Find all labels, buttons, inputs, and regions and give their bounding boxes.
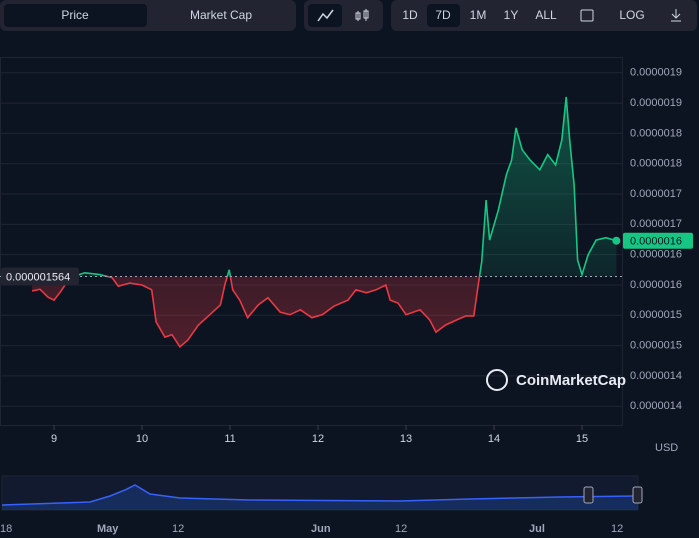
navigator-line (1, 484, 639, 506)
calendar-icon[interactable] (580, 9, 594, 22)
x-tick-label: 14 (488, 433, 500, 445)
y-tick-label: 0.0000015 (630, 339, 682, 351)
range-button[interactable]: ALL (535, 8, 557, 22)
last-point (612, 236, 621, 245)
navigator-label: 12 (172, 523, 184, 535)
navigator-label: Jun (311, 523, 331, 535)
line-icon (317, 9, 334, 22)
watermark-logo (486, 369, 508, 391)
x-tick-label: 12 (312, 433, 324, 445)
price-tag-label: 0.0000016 (630, 236, 682, 248)
y-tick-label: 0.0000014 (630, 370, 682, 382)
x-tick-label: 10 (136, 433, 148, 445)
range-button[interactable]: 1D (402, 8, 418, 22)
baseline-tag (1, 267, 79, 286)
plot-frame (0, 57, 623, 426)
area-below (32, 276, 480, 347)
x-tick-label: 9 (51, 433, 57, 445)
navigator-label: Jul (529, 523, 545, 535)
y-tick-label: 0.0000019 (630, 67, 682, 79)
x-tick-label: 11 (224, 433, 235, 445)
y-tick-label: 0.0000015 (630, 309, 682, 321)
baseline-label: 0.000001564 (6, 271, 70, 283)
tab-active[interactable] (4, 4, 147, 27)
tab[interactable]: Market Cap (190, 8, 252, 22)
navigator-handle[interactable] (632, 486, 643, 504)
navigator-label: 18 (0, 523, 12, 535)
candle-icon[interactable] (355, 9, 369, 21)
y-tick-label: 0.0000017 (630, 218, 682, 230)
y-tick-label: 0.0000016 (630, 279, 682, 291)
navigator-handle[interactable] (583, 486, 594, 504)
range-button[interactable]: 1Y (504, 8, 519, 22)
tab[interactable]: Price (61, 8, 89, 22)
range-group (391, 0, 697, 31)
line-below (31, 276, 583, 348)
range-button[interactable]: 1M (470, 8, 487, 22)
download-icon[interactable] (671, 9, 681, 22)
navigator-label: 12 (395, 523, 407, 535)
navigator-area (2, 485, 638, 510)
y-tick-label: 0.0000018 (630, 127, 682, 139)
log-button[interactable]: LOG (619, 8, 644, 22)
y-tick-label: 0.0000014 (630, 400, 682, 412)
x-tick-label: 15 (576, 433, 588, 445)
area-above (32, 97, 617, 277)
navigator-label: May (97, 523, 119, 535)
y-tick-label: 0.0000017 (630, 188, 682, 200)
watermark: CoinMarketCap (516, 372, 626, 389)
navigator-label: 12 (611, 523, 623, 535)
range-button[interactable]: 7D (435, 8, 451, 22)
y-tick-label: 0.0000018 (630, 158, 682, 170)
range-active[interactable] (427, 4, 460, 27)
y-tick-label: 0.0000016 (630, 249, 682, 261)
x-tick-label: 13 (400, 433, 412, 445)
y-tick-label: 0.0000019 (630, 97, 682, 109)
line-above (73, 96, 617, 277)
price-tag (623, 232, 693, 249)
currency-label: USD (655, 442, 678, 454)
